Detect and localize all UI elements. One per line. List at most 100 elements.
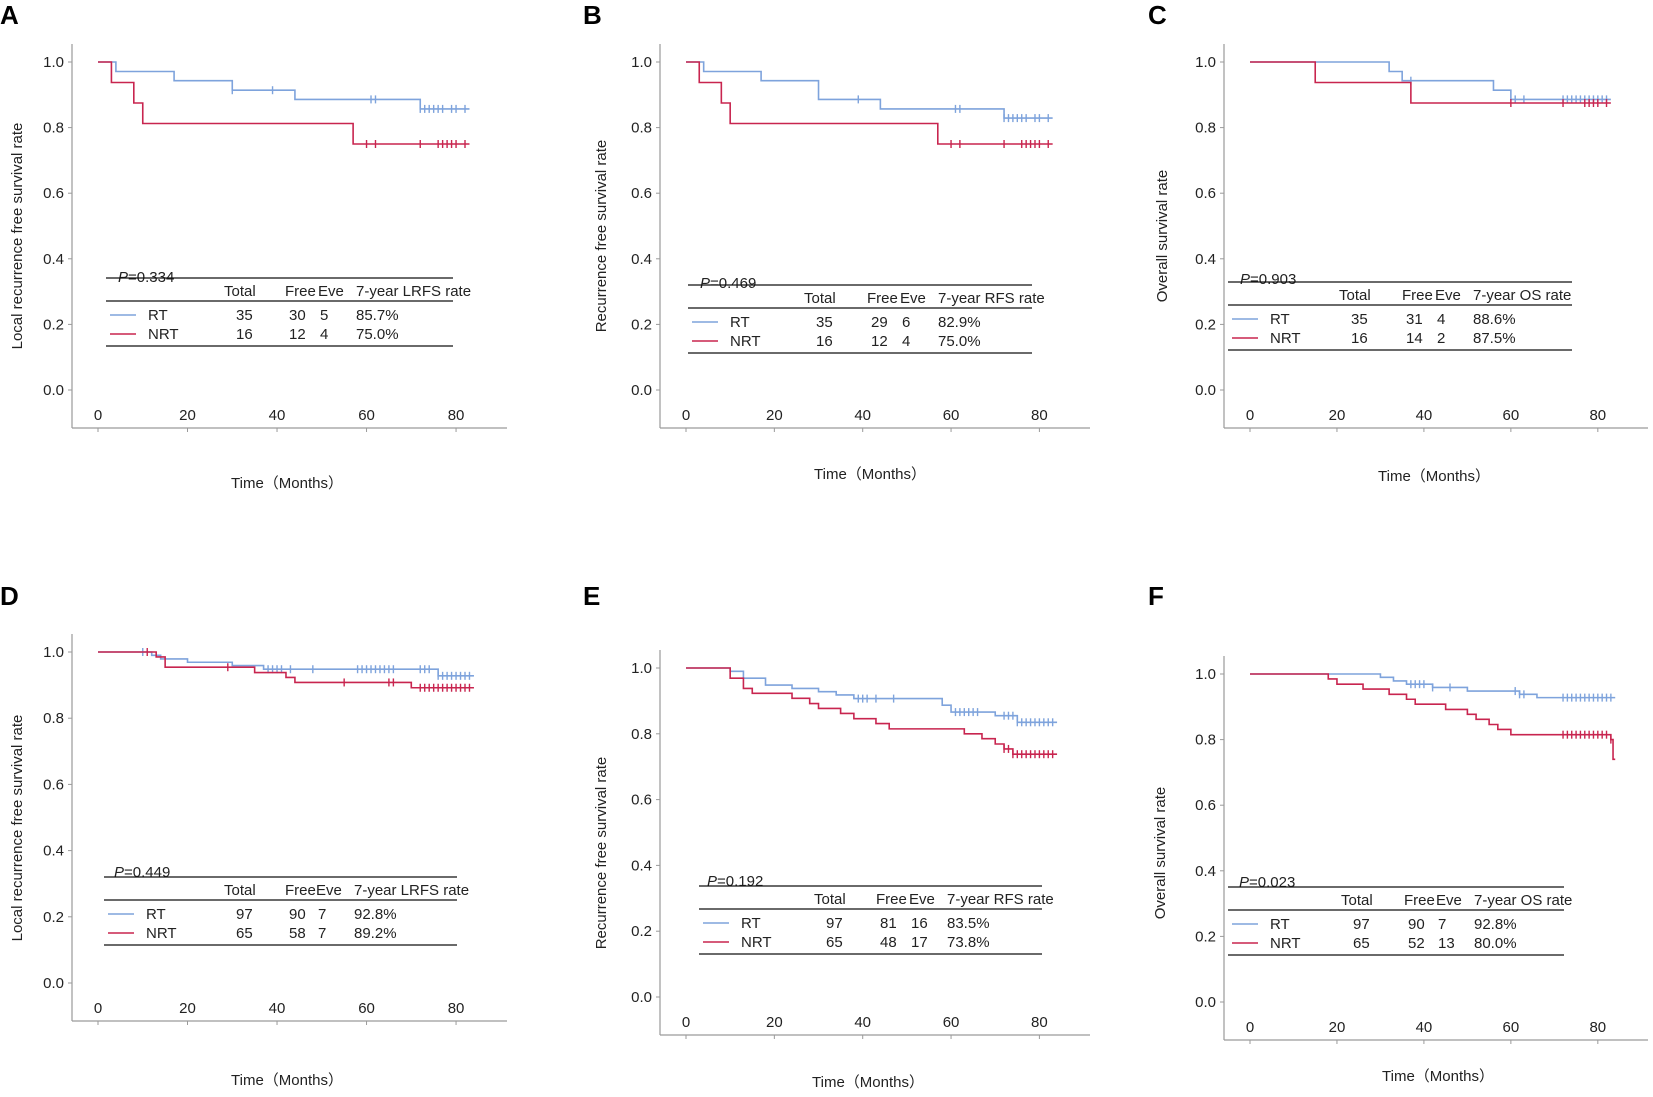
y-tick-label: 0.6 xyxy=(43,185,64,202)
x-tick-label: 80 xyxy=(1031,1014,1048,1031)
table-cell: 97 xyxy=(236,906,253,923)
survival-curve-rt xyxy=(98,61,470,110)
y-tick-label: 0.0 xyxy=(631,989,652,1006)
x-tick-label: 0 xyxy=(1246,1019,1254,1036)
y-tick-label: 0.0 xyxy=(43,382,64,399)
table-cell: 6 xyxy=(902,314,910,331)
y-tick-label: 0.8 xyxy=(43,120,64,137)
y-tick-label: 1.0 xyxy=(1195,54,1216,71)
y-tick-label: 0.0 xyxy=(1195,994,1216,1011)
table-cell: 29 xyxy=(871,314,888,331)
x-tick-label: 40 xyxy=(269,1000,286,1017)
y-tick-label: 1.0 xyxy=(43,54,64,71)
table-cell: 7 xyxy=(318,906,326,923)
x-tick-label: 20 xyxy=(179,407,196,424)
table-cell: 92.8% xyxy=(1474,916,1517,933)
y-axis-label: Local recurrence free survival rate xyxy=(9,715,26,942)
y-tick-label: 0.8 xyxy=(43,710,64,727)
panel-b: B 0.0 0.2 0.4 0.6 0.8 1.0 0 20 40 60 80 Recurrence f… xyxy=(583,0,1090,483)
y-tick-label: 0.2 xyxy=(43,909,64,926)
y-tick-label: 0.8 xyxy=(1195,732,1216,749)
panel-letter: A xyxy=(0,0,19,30)
table-cell: 12 xyxy=(871,333,888,350)
x-tick-label: 60 xyxy=(943,407,960,424)
legend-label: NRT xyxy=(730,333,761,350)
p-value: P=0.192 xyxy=(707,873,763,890)
table-cell: 5 xyxy=(320,307,328,324)
survival-curve-nrt xyxy=(686,667,1058,755)
p-value: P=0.449 xyxy=(114,864,170,881)
x-tick-label: 40 xyxy=(854,407,871,424)
table-cell: 35 xyxy=(1351,311,1368,328)
table-cell: 31 xyxy=(1406,311,1423,328)
y-axis-label: Recurrence free survival rate xyxy=(593,140,610,333)
y-tick-label: 0.6 xyxy=(1195,185,1216,202)
x-tick-label: 0 xyxy=(682,1014,690,1031)
table-cell: 97 xyxy=(826,915,843,932)
table-cell: 16 xyxy=(911,915,928,932)
table-header: Free xyxy=(1402,287,1433,304)
legend-label: RT xyxy=(741,915,761,932)
table-header: Total xyxy=(224,283,256,300)
x-tick-label: 80 xyxy=(1031,407,1048,424)
y-tick-label: 0.2 xyxy=(43,316,64,333)
panel-letter: D xyxy=(0,581,19,611)
x-axis-label: Time（Months） xyxy=(1382,1068,1494,1085)
table-cell: 4 xyxy=(902,333,910,350)
x-tick-label: 0 xyxy=(1246,407,1254,424)
legend-label: RT xyxy=(146,906,166,923)
table-header: Eve xyxy=(1436,892,1462,909)
x-tick-label: 80 xyxy=(1589,407,1606,424)
table-cell: 12 xyxy=(289,326,306,343)
y-tick-label: 0.6 xyxy=(43,776,64,793)
table-header: 7-year LRFS rate xyxy=(354,882,469,899)
x-tick-label: 0 xyxy=(94,407,102,424)
survival-curve-rt xyxy=(1250,61,1611,101)
table-cell: 83.5% xyxy=(947,915,990,932)
legend-label: RT xyxy=(148,307,168,324)
y-tick-label: 0.2 xyxy=(1195,928,1216,945)
y-tick-label: 0.4 xyxy=(1195,863,1216,880)
table-cell: 65 xyxy=(826,934,843,951)
y-tick-label: 0.0 xyxy=(631,382,652,399)
x-tick-label: 80 xyxy=(448,407,465,424)
table-header: Free xyxy=(285,882,316,899)
table-cell: 7 xyxy=(318,925,326,942)
x-tick-label: 80 xyxy=(1589,1019,1606,1036)
table-cell: 48 xyxy=(880,934,897,951)
legend-label: NRT xyxy=(146,925,177,942)
table-cell: 90 xyxy=(289,906,306,923)
table-header: 7-year RFS rate xyxy=(938,290,1045,307)
panel-letter: B xyxy=(583,0,602,30)
table-cell: 81 xyxy=(880,915,897,932)
y-tick-label: 1.0 xyxy=(631,660,652,677)
x-tick-label: 60 xyxy=(943,1014,960,1031)
panel-a: A 0.0 0.2 0.4 0.6 0.8 1.0 0 20 40 60 80 Local recurr… xyxy=(0,0,507,492)
table-cell: 89.2% xyxy=(354,925,397,942)
table-cell: 17 xyxy=(911,934,928,951)
y-axis-label: Overall survival rate xyxy=(1152,787,1169,920)
table-header: Eve xyxy=(316,882,342,899)
table-header: Total xyxy=(224,882,256,899)
legend-label: NRT xyxy=(148,326,179,343)
x-axis-label: Time（Months） xyxy=(1378,468,1490,485)
panel-f: F 0.0 0.2 0.4 0.6 0.8 1.0 0 20 40 60 80 Overall surv… xyxy=(1148,581,1648,1085)
table-cell: 58 xyxy=(289,925,306,942)
table-cell: 30 xyxy=(289,307,306,324)
survival-curve-nrt xyxy=(98,61,470,145)
panel-c: C 0.0 0.2 0.4 0.6 0.8 1.0 0 20 40 60 80 Overall surv… xyxy=(1148,0,1648,485)
table-header: Free xyxy=(285,283,316,300)
y-tick-label: 1.0 xyxy=(43,644,64,661)
table-header: 7-year LRFS rate xyxy=(356,283,471,300)
y-tick-label: 0.2 xyxy=(631,923,652,940)
x-axis-label: Time（Months） xyxy=(812,1074,924,1091)
survival-curve-nrt xyxy=(1250,61,1611,104)
table-cell: 52 xyxy=(1408,935,1425,952)
table-header: Eve xyxy=(1435,287,1461,304)
y-tick-label: 0.6 xyxy=(631,792,652,809)
x-tick-label: 80 xyxy=(448,1000,465,1017)
x-tick-label: 20 xyxy=(766,1014,783,1031)
table-cell: 87.5% xyxy=(1473,330,1516,347)
table-header: Free xyxy=(1404,892,1435,909)
